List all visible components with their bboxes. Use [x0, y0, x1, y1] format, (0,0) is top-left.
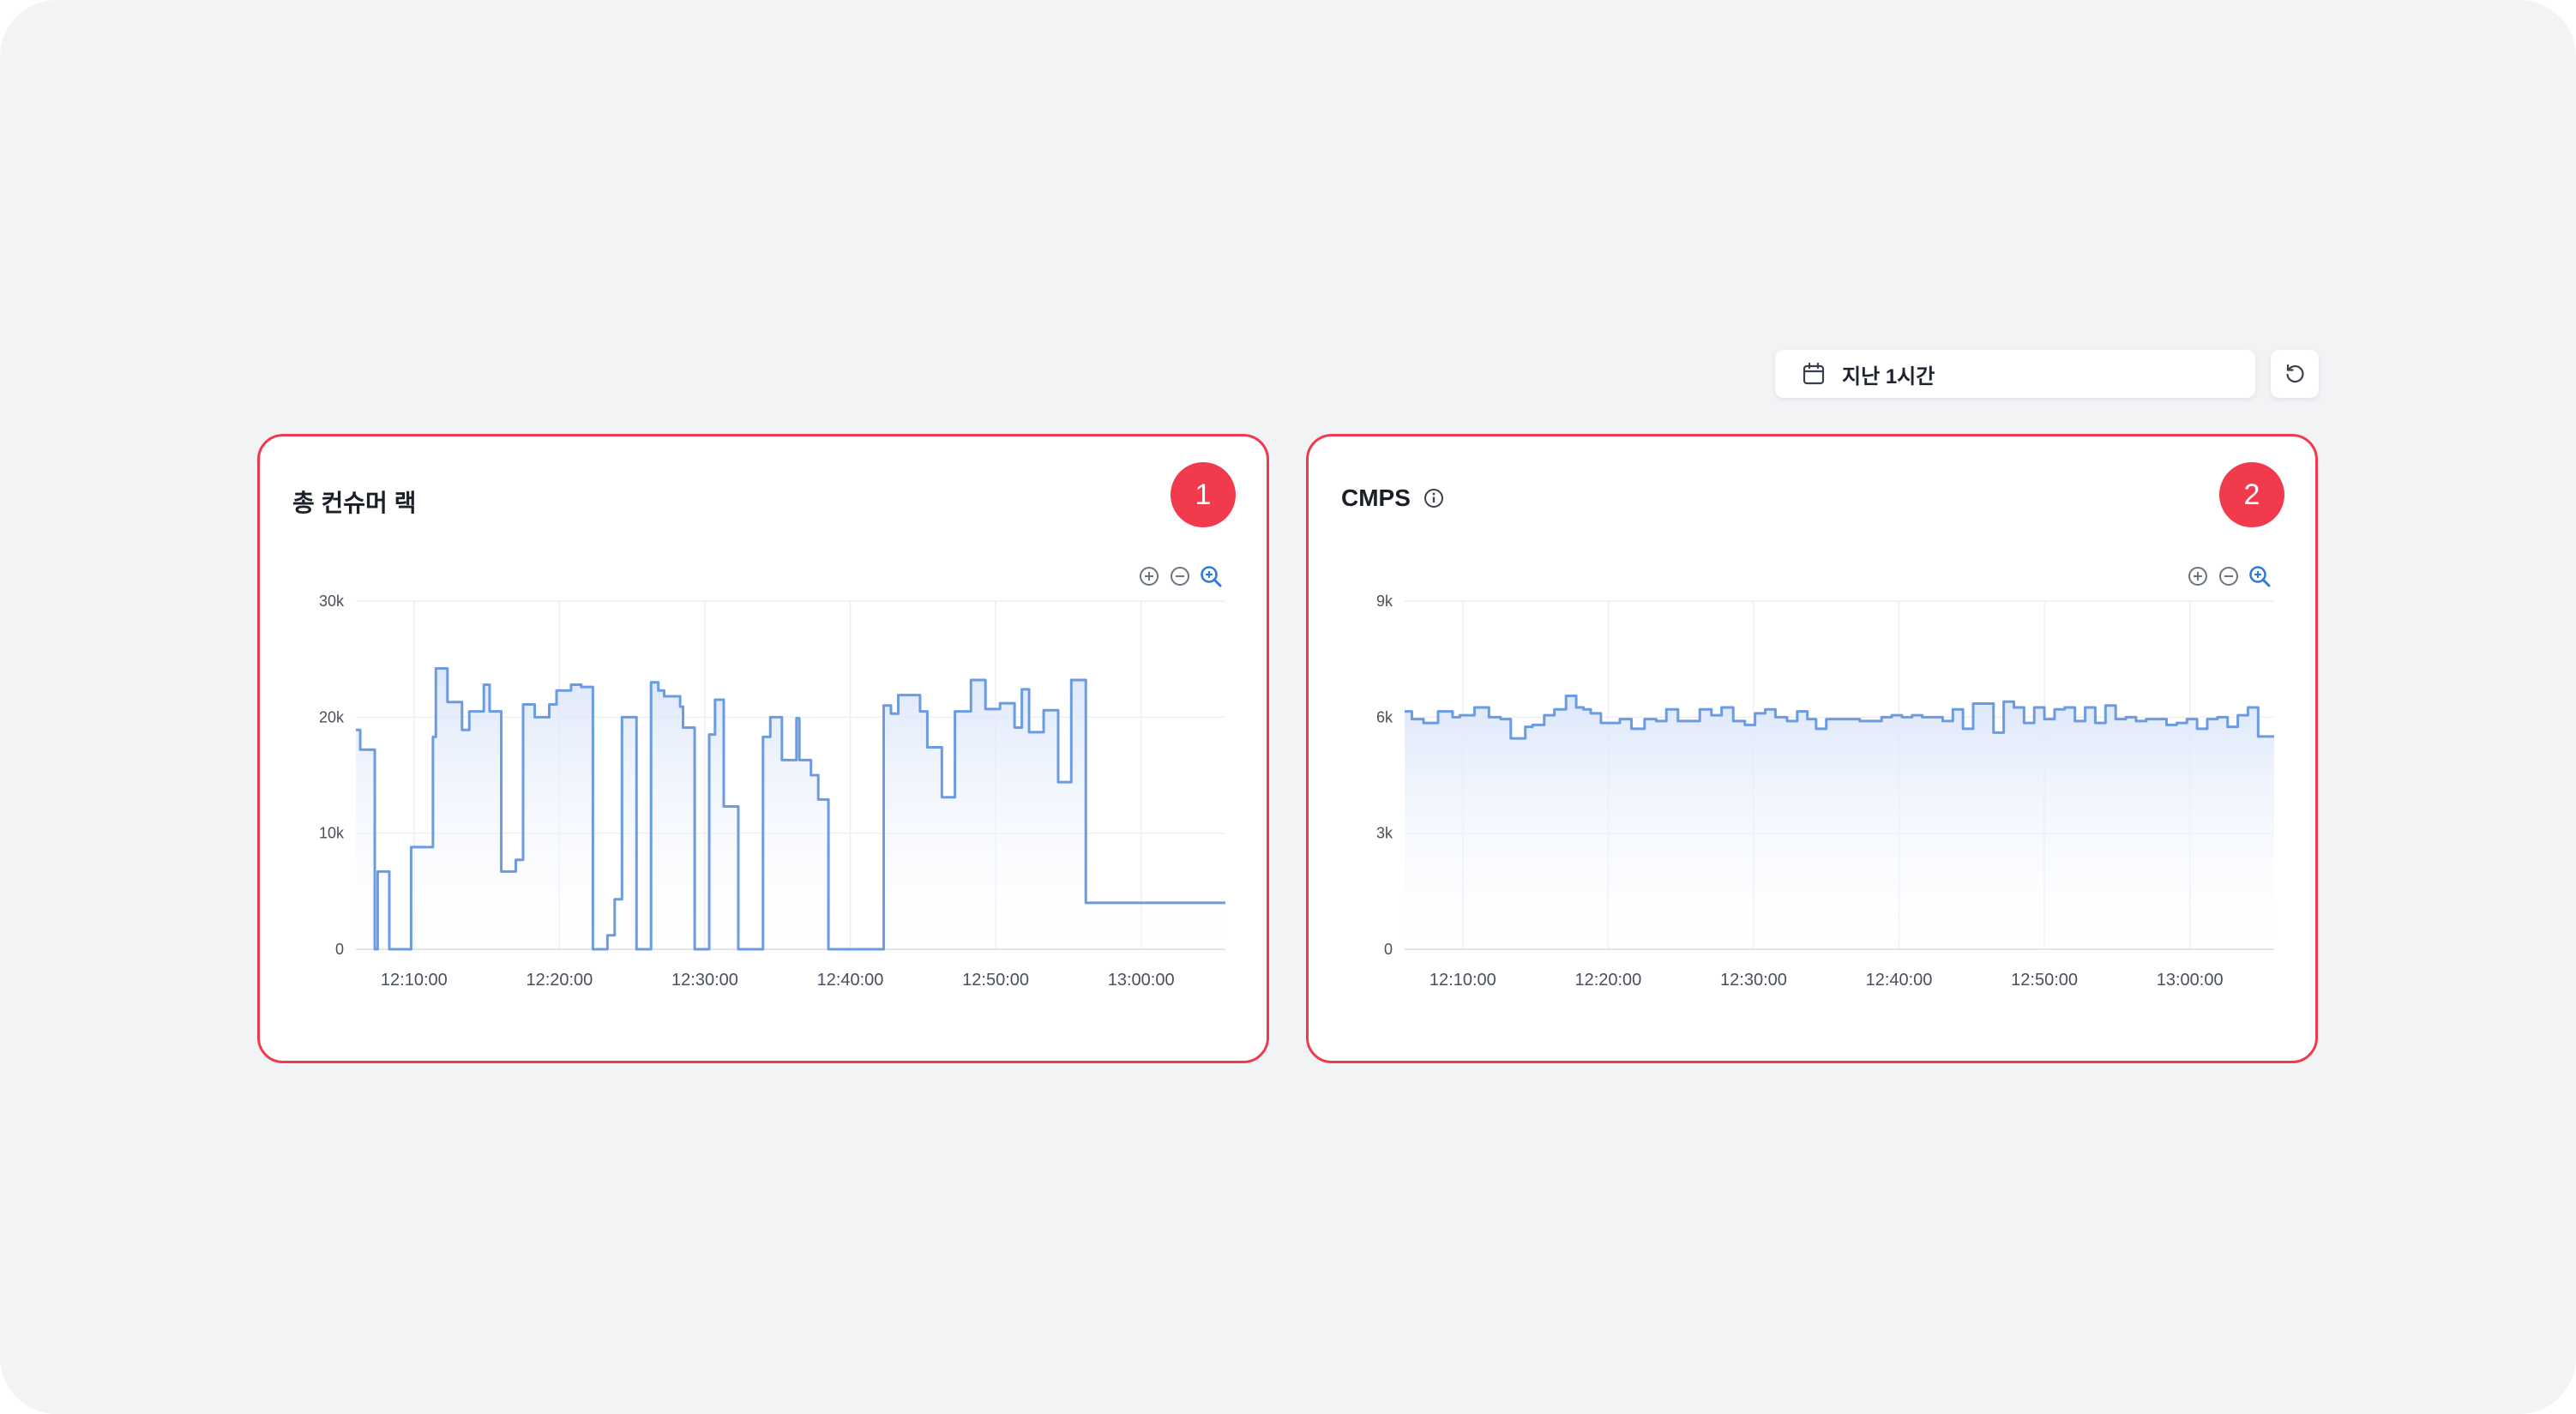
x-tick-label: 12:40:00 — [817, 971, 884, 990]
refresh-icon — [2283, 362, 2307, 386]
panel-title: CMPS — [1341, 484, 1445, 512]
x-tick-label: 12:30:00 — [671, 971, 738, 990]
y-tick-label: 9k — [1376, 593, 1393, 610]
chart-zoom-tools — [2185, 563, 2272, 589]
series-line — [1405, 695, 2274, 740]
y-tick-label: 20k — [319, 708, 345, 725]
refresh-button[interactable] — [2271, 350, 2319, 398]
annotation-marker: 1 — [1171, 462, 1236, 527]
dashboard-toolbar: 지난 1시간 — [1775, 350, 2322, 398]
consumer-lag-chart: 0 10k 20k 30k 12:10:00 12:20:00 12:30:00 12:40:… — [319, 593, 1225, 990]
y-tick-label: 0 — [335, 941, 344, 958]
cmps-chart: 0 3k 6k 9k 12:10:00 12:20:00 12:30:00 12:40:00 1… — [1376, 593, 2274, 990]
x-tick-label: 12:20:00 — [526, 971, 593, 990]
panel-title-text: 총 컨슈머 랙 — [292, 490, 417, 516]
panel-title-text: CMPS — [1341, 484, 1411, 511]
x-tick-label: 12:30:00 — [1720, 971, 1787, 990]
zoom-in-icon[interactable] — [1136, 563, 1162, 589]
chart-zoom-tools — [1136, 563, 1224, 589]
chart-panel-cmps: CMPS 2 0 3k 6k 9k 12:10:00 12:20:00 12:30:00 12… — [1306, 434, 2318, 1063]
y-tick-label: 30k — [319, 593, 345, 610]
x-tick-label: 12:50:00 — [2011, 971, 2078, 990]
annotation-marker: 2 — [2219, 462, 2284, 527]
zoom-reset-icon[interactable] — [2247, 563, 2272, 589]
panel-title: 총 컨슈머 랙 — [292, 484, 416, 519]
zoom-out-icon[interactable] — [2216, 563, 2242, 589]
time-range-label: 지난 1시간 — [1842, 364, 1935, 388]
zoom-in-icon[interactable] — [2185, 563, 2211, 589]
info-icon[interactable] — [1423, 487, 1445, 509]
x-tick-label: 12:50:00 — [962, 971, 1029, 990]
calendar-icon — [1801, 361, 1827, 387]
chart-panel-consumer-lag: 총 컨슈머 랙 1 0 10k 20k 30k 12:10:00 12:20:00 12:3… — [257, 434, 1269, 1063]
x-tick-label: 12:10:00 — [381, 971, 448, 990]
y-tick-label: 10k — [319, 825, 345, 842]
x-tick-label: 13:00:00 — [1108, 971, 1175, 990]
y-tick-label: 6k — [1376, 708, 1393, 725]
series-line — [356, 666, 1225, 951]
x-tick-label: 13:00:00 — [2157, 971, 2224, 990]
time-range-picker[interactable]: 지난 1시간 — [1775, 350, 2255, 398]
y-tick-label: 0 — [1384, 941, 1393, 958]
series-area — [1405, 695, 2274, 949]
zoom-reset-icon[interactable] — [1198, 563, 1224, 589]
x-tick-label: 12:20:00 — [1574, 971, 1641, 990]
x-tick-label: 12:40:00 — [1866, 971, 1933, 990]
x-tick-label: 12:10:00 — [1429, 971, 1496, 990]
zoom-out-icon[interactable] — [1167, 563, 1193, 589]
series-area — [356, 668, 1225, 949]
y-tick-label: 3k — [1376, 825, 1393, 842]
